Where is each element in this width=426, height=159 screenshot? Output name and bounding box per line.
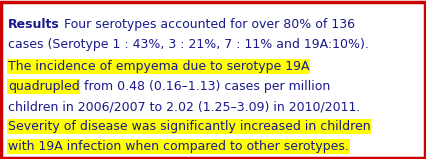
Text: cases (Serotype 1 : 43%, 3 : 21%, 7 : 11% and 19A:10%).: cases (Serotype 1 : 43%, 3 : 21%, 7 : 11… xyxy=(8,38,368,51)
Text: with 19A infection when compared to other serotypes.: with 19A infection when compared to othe… xyxy=(8,140,348,153)
Text: from 0.48 (0.16–1.13) cases per million: from 0.48 (0.16–1.13) cases per million xyxy=(80,80,329,93)
Text: quadrupled: quadrupled xyxy=(8,80,80,93)
Text: Severity of disease was significantly increased in children: Severity of disease was significantly in… xyxy=(8,120,370,133)
Text: Results: Results xyxy=(8,18,60,31)
Text: children in 2006/2007 to 2.02 (1.25–3.09) in 2010/2011.: children in 2006/2007 to 2.02 (1.25–3.09… xyxy=(8,100,360,113)
Text: The incidence of empyema due to serotype 19A: The incidence of empyema due to serotype… xyxy=(8,60,309,73)
Text: Four serotypes accounted for over 80% of 136: Four serotypes accounted for over 80% of… xyxy=(60,18,354,31)
